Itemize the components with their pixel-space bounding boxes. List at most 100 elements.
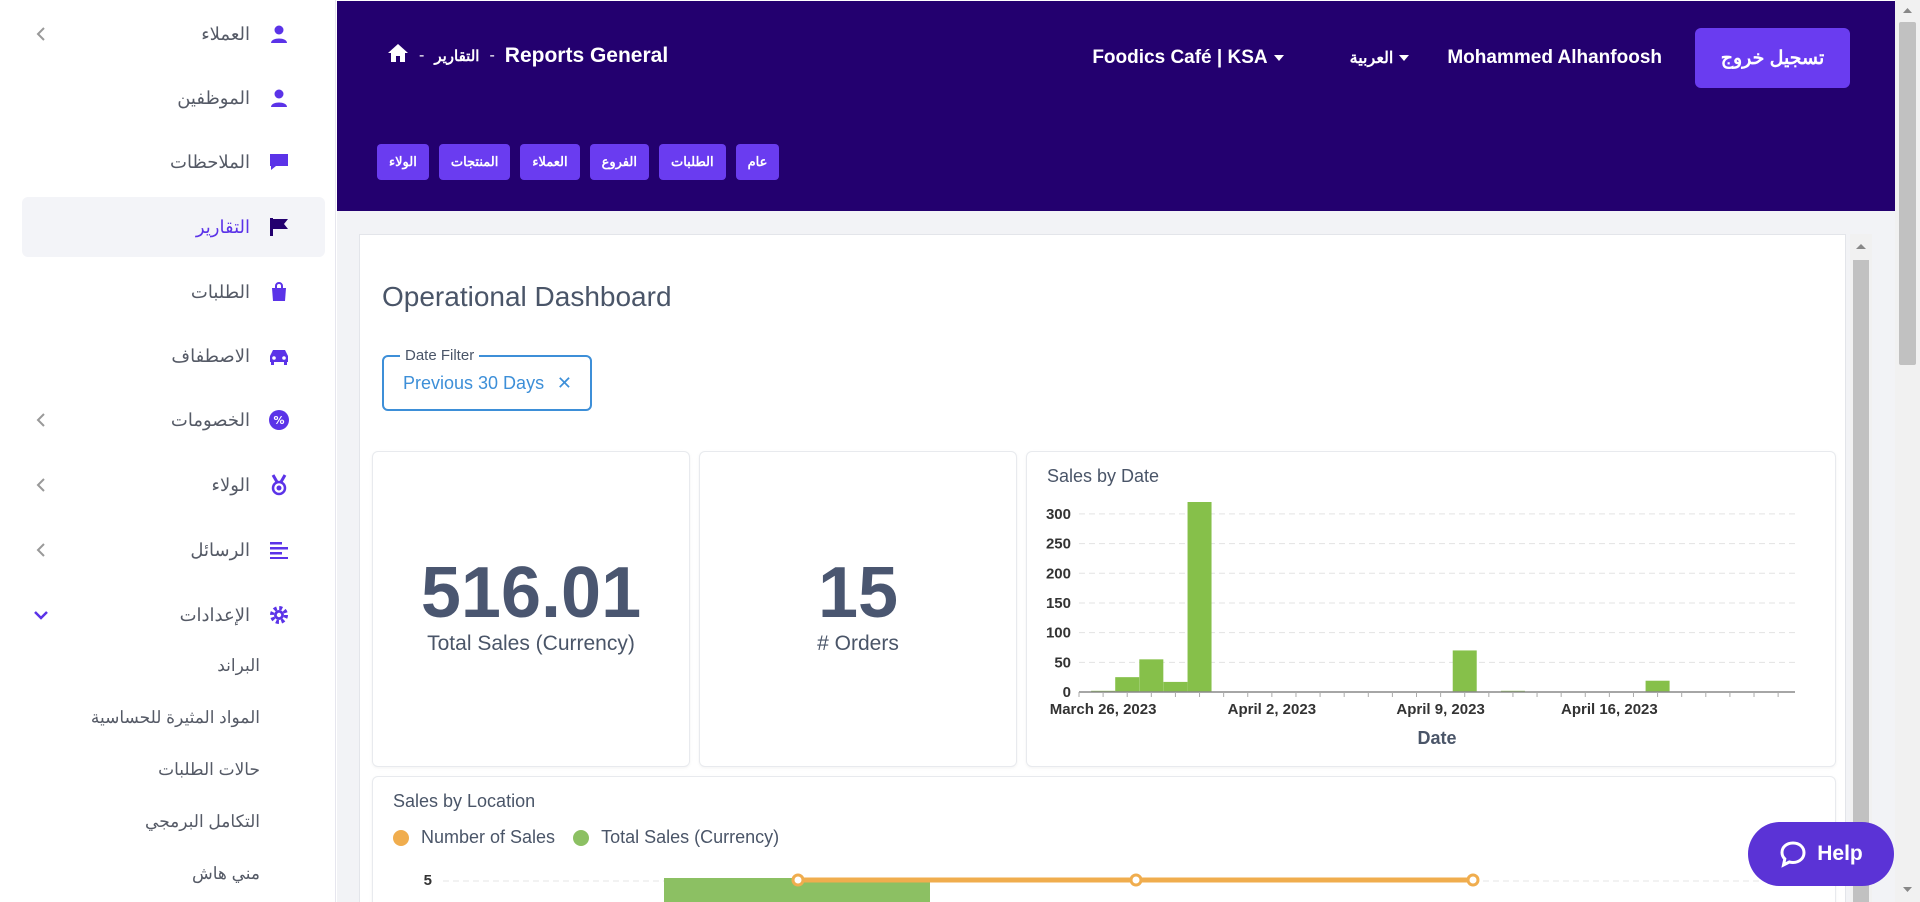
chevron-left-icon[interactable] [34, 543, 48, 557]
percent-badge-icon: % [268, 409, 290, 431]
car-icon [268, 345, 290, 367]
caret-down-icon [1273, 55, 1284, 61]
date-bar[interactable] [1645, 680, 1670, 692]
sidebar-item-label: العملاء [201, 23, 250, 44]
sidebar-item-5[interactable]: الاصطفاف [22, 326, 325, 386]
home-icon[interactable] [387, 43, 409, 68]
sidebar-item-1[interactable]: الموظفين [22, 68, 325, 128]
sidebar-item-3[interactable]: التقارير [22, 197, 325, 257]
submenu-item-brand[interactable]: البراند [217, 656, 260, 675]
sidebar-item-label: الرسائل [190, 539, 250, 560]
scroll-up-icon[interactable] [1850, 236, 1872, 256]
account-dropdown[interactable]: Foodics Café | KSA [1092, 47, 1284, 69]
y-tick-label: 300 [1046, 506, 1071, 523]
x-tick-label: March 26, 2023 [1050, 701, 1157, 718]
chevron-left-icon[interactable] [34, 27, 48, 41]
logout-button[interactable]: تسجيل خروج [1695, 28, 1850, 88]
sidebar-item-label: التقارير [195, 216, 250, 237]
tab-branches[interactable]: الفروع [589, 144, 649, 180]
orders-value: 15 [817, 553, 899, 633]
y-tick-label: 200 [1046, 565, 1071, 582]
sidebar-item-0[interactable]: العملاء [22, 4, 325, 64]
x-tick-label: April 9, 2023 [1396, 701, 1484, 718]
x-tick-label: April 16, 2023 [1561, 701, 1658, 718]
flag-icon [268, 216, 290, 238]
align-left-icon [268, 539, 290, 561]
comment-icon [268, 151, 290, 173]
sales-by-location-chart: 5 [424, 872, 1813, 902]
scroll-down-icon[interactable] [1895, 880, 1920, 900]
date-bar[interactable] [1163, 681, 1188, 692]
sales-by-date-chart: 0 50 100 150 200 250 300 March 26, 2023 April 2,… [1046, 502, 1795, 748]
sidebar-item-label: الملاحظات [170, 151, 250, 172]
dashboard-title: Operational Dashboard [382, 281, 672, 312]
date-bar[interactable] [1115, 677, 1140, 692]
date-filter-label: Date Filter [400, 347, 480, 364]
line-point[interactable] [1129, 873, 1143, 887]
sidebar-item-label: الطلبات [190, 281, 250, 302]
orders-label: # Orders [817, 632, 899, 655]
submenu-item-allergens[interactable]: المواد المثيرة للحساسية [90, 708, 260, 727]
breadcrumb-separator: - [419, 46, 425, 64]
y-tick-label: 5 [424, 872, 432, 889]
sidebar-item-label: الموظفين [177, 87, 250, 108]
chart-title: Sales by Location [393, 791, 536, 811]
sales-by-location-card: Sales by Location Number of Sales Total … [372, 776, 1836, 902]
line-point[interactable] [1466, 873, 1480, 887]
dashboard-scrollbar[interactable] [1850, 234, 1872, 902]
language-label: العربية [1349, 50, 1394, 67]
sidebar-item-7[interactable]: الولاء [22, 455, 325, 515]
tab-customers[interactable]: العملاء [520, 144, 580, 180]
scroll-up-icon[interactable] [1895, 0, 1920, 20]
total-sales-card: 516.01 Total Sales (Currency) [372, 451, 690, 767]
y-tick-label: 150 [1046, 595, 1071, 612]
x-axis-title: Date [1417, 728, 1456, 748]
tab-products[interactable]: المنتجات [438, 144, 511, 180]
user-icon [268, 23, 290, 45]
page-scrollbar[interactable] [1895, 0, 1920, 902]
chevron-down-icon[interactable] [34, 608, 48, 622]
help-label: Help [1817, 842, 1863, 865]
legend-swatch [573, 829, 590, 846]
legend-item[interactable]: Number of Sales [421, 827, 556, 847]
line-point[interactable] [791, 873, 805, 887]
sidebar-item-2[interactable]: الملاحظات [22, 132, 325, 192]
sidebar-item-label: الولاء [211, 474, 250, 495]
sidebar-item-6[interactable]: الخصومات% [22, 390, 325, 450]
language-dropdown[interactable]: العربية [1350, 48, 1410, 68]
legend-item[interactable]: Total Sales (Currency) [601, 827, 780, 847]
date-bar[interactable] [1187, 502, 1212, 692]
y-tick-label: 100 [1046, 625, 1071, 642]
scrollbar-thumb[interactable] [1853, 260, 1869, 902]
close-icon[interactable]: ✕ [556, 373, 572, 393]
date-filter[interactable]: Date Filter Previous 30 Days ✕ [382, 347, 592, 411]
date-bar[interactable] [1139, 659, 1164, 692]
sidebar-item-4[interactable]: الطلبات [22, 262, 325, 322]
sidebar-item-label: الاصطفاف [171, 345, 250, 366]
tab-general[interactable]: عام [735, 144, 780, 180]
tab-orders[interactable]: الطلبات [658, 144, 726, 180]
chevron-left-icon[interactable] [34, 413, 48, 427]
sidebar-item-8[interactable]: الرسائل [22, 520, 325, 580]
chart-legend: Number of Sales Total Sales (Currency) [393, 827, 779, 848]
account-label: Foodics Café | KSA [1092, 47, 1268, 68]
date-bar[interactable] [1452, 650, 1477, 692]
help-button[interactable]: Help [1748, 822, 1894, 886]
submenu-item-order-statuses[interactable]: حالات الطلبات [158, 760, 260, 779]
y-tick-label: 0 [1063, 684, 1071, 701]
chevron-left-icon[interactable] [34, 478, 48, 492]
date-filter-value[interactable]: Previous 30 Days [403, 373, 545, 393]
legend-swatch [393, 829, 409, 846]
sidebar-item-9[interactable]: الإعدادات [22, 585, 325, 645]
submenu-item-integration[interactable]: التكامل البرمجي [145, 812, 260, 831]
submenu-item-menu-hash[interactable]: مني هاش [191, 864, 260, 883]
chart-title: Sales by Date [1047, 466, 1160, 486]
gear-icon [268, 604, 290, 626]
caret-down-icon [1399, 55, 1410, 61]
report-tabs: الولاء المنتجات العملاء الفروع الطلبات ع… [377, 144, 789, 180]
scrollbar-thumb[interactable] [1899, 22, 1916, 365]
total-sales-label: Total Sales (Currency) [427, 632, 635, 655]
user-icon [268, 87, 290, 109]
tab-loyalty[interactable]: الولاء [377, 144, 429, 180]
breadcrumb-section[interactable]: التقارير [434, 47, 480, 65]
